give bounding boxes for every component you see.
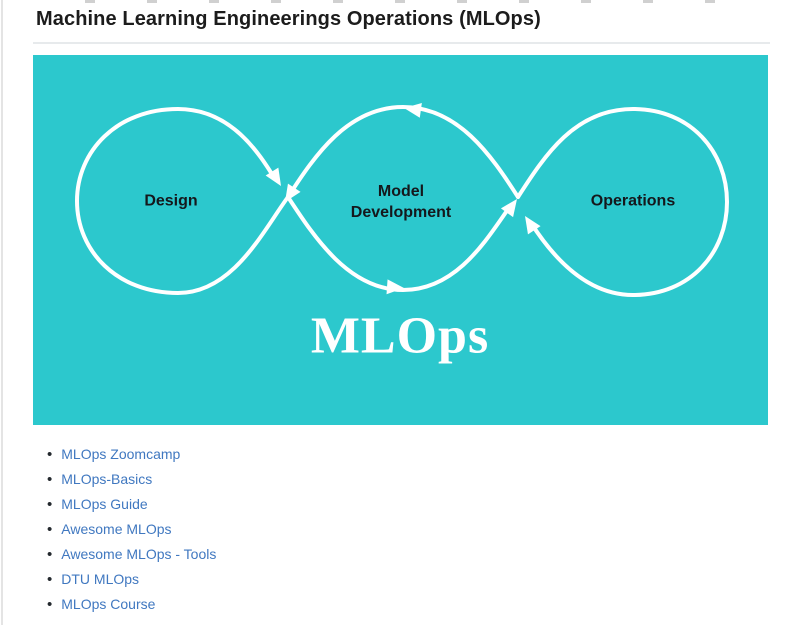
list-item: MLOps-Basics [47, 467, 216, 492]
link-awesome-mlops-tools[interactable]: Awesome MLOps - Tools [61, 546, 217, 562]
list-item: Awesome MLOps [47, 517, 216, 542]
link-mlops-course[interactable]: MLOps Course [61, 596, 156, 612]
page-title: Machine Learning Engineerings Operations… [36, 8, 541, 30]
loop-path-operations [516, 106, 730, 298]
list-item: MLOps Guide [47, 492, 216, 517]
loop-path-design [74, 104, 520, 296]
flow-arrowhead-icon-model-bottom [386, 279, 404, 295]
list-item: MLOps Zoomcamp [47, 442, 216, 467]
flow-arrowhead-icon-operations-bottom-in [525, 216, 541, 235]
link-mlops-zoomcamp[interactable]: MLOps Zoomcamp [61, 446, 181, 462]
page-left-border [1, 0, 3, 625]
loop-path-model-bottom [286, 195, 513, 293]
flow-arrowhead-icon-model-left-in [285, 183, 301, 202]
clipped-text-remnant [85, 0, 740, 3]
flow-arrowhead-icon-design-in [265, 167, 281, 186]
loop-label-design: Design [144, 192, 198, 210]
loop-label-operations: Operations [590, 192, 676, 210]
link-awesome-mlops[interactable]: Awesome MLOps [61, 521, 172, 537]
link-mlops-basics[interactable]: MLOps-Basics [61, 471, 153, 487]
flow-arrowhead-icon-operations-in [500, 199, 517, 218]
link-mlops-guide[interactable]: MLOps Guide [61, 496, 148, 512]
list-item: DTU MLOps [47, 567, 216, 592]
loop-label-model-line1: Model [377, 183, 425, 200]
mlops-loop-figure[interactable]: Design Model Development Operations MLOp… [33, 55, 768, 425]
link-dtu-mlops[interactable]: DTU MLOps [61, 571, 140, 587]
loop-label-model-development: Model Development [351, 181, 451, 223]
mlops-loop-diagram [74, 102, 730, 298]
heading-divider [33, 42, 770, 44]
list-item: Awesome MLOps - Tools [47, 542, 216, 567]
list-item: MLOps Course [47, 592, 216, 617]
flow-arrowhead-icon-model-top [404, 102, 422, 118]
link-list: MLOps Zoomcamp MLOps-Basics MLOps Guide … [47, 442, 216, 617]
loop-label-model-line2: Development [350, 204, 452, 221]
figure-caption-mlops: MLOps [310, 307, 490, 365]
